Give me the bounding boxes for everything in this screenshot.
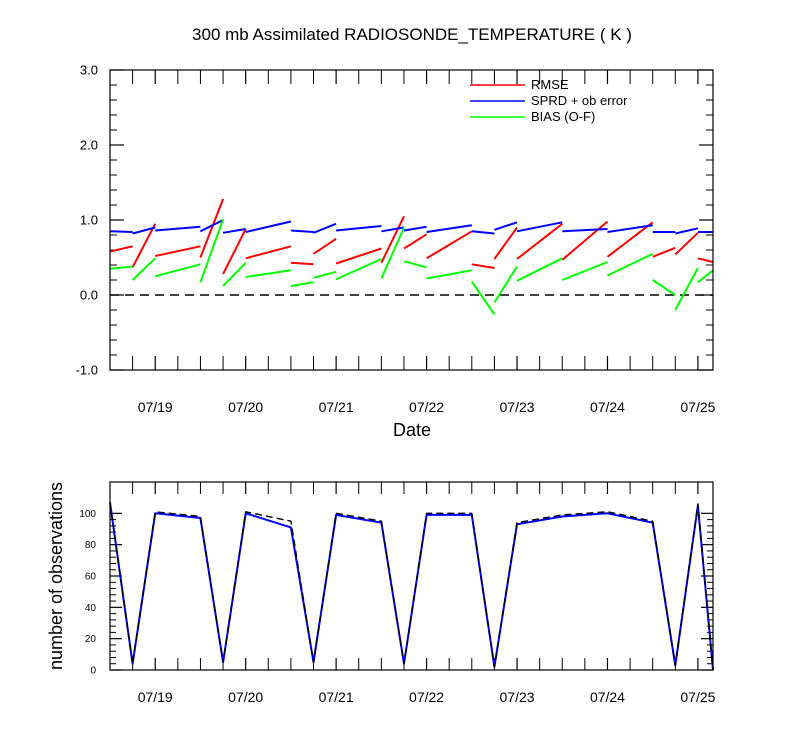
top-chart-y-tick-label: 0.0 [80,288,98,303]
top-chart-x-tick-label: 07/19 [138,399,173,415]
legend-label-sprd: SPRD + ob error [531,93,628,108]
bottom-chart-x-tick-label: 07/22 [409,689,444,705]
legend-label-bias: BIAS (O-F) [531,109,595,124]
bottom-chart-y-tick-label: 20 [85,634,97,645]
bottom-chart-x-tick-label: 07/25 [680,689,715,705]
top-chart-x-tick-label: 07/21 [319,399,354,415]
bottom-chart-y-tick-label: 60 [85,572,97,583]
bottom-chart-ticks: 0 20 40 60 80 100 07/19 07/20 07/21 07/22 07/23 07/… [79,482,716,705]
top-chart-title: 300 mb Assimilated RADIOSONDE_TEMPERATUR… [192,25,632,44]
bottom-chart-y-tick-label: 40 [85,603,97,614]
top-chart-x-axis-label: Date [393,420,431,440]
bottom-chart-y-tick-label: 0 [90,666,96,677]
series-rmse-line [109,198,714,275]
bottom-chart-y-tick-label: 100 [79,509,96,520]
series-sprd-ob-error-line [109,219,713,235]
top-chart-y-tick-label: 1.0 [80,213,98,228]
top-chart-x-tick-label: 07/24 [590,399,625,415]
top-chart-legend: RMSE SPRD + ob error BIAS (O-F) [470,77,628,124]
bottom-chart-frame [109,481,714,671]
top-chart-y-tick-label: 3.0 [80,63,98,78]
legend-label-rmse: RMSE [531,77,569,92]
top-chart-y-tick-label: 2.0 [80,138,98,153]
series-bias-o-f-line [109,218,714,316]
bottom-chart-x-tick-label: 07/23 [500,689,535,705]
top-chart-x-tick-label: 07/20 [228,399,263,415]
bottom-chart-x-tick-label: 07/20 [228,689,263,705]
bottom-chart-x-tick-label: 07/24 [590,689,625,705]
bottom-chart: 0 20 40 60 80 100 07/19 07/20 07/21 07/22 07/23 07/… [46,481,716,705]
bottom-chart-y-tick-label: 80 [85,540,97,551]
top-chart-y-tick-label: -1.0 [76,363,98,378]
top-chart-x-tick-label: 07/22 [409,399,444,415]
bottom-chart-x-tick-label: 07/19 [138,689,173,705]
bottom-chart-x-tick-label: 07/21 [319,689,354,705]
top-chart-x-tick-label: 07/23 [500,399,535,415]
top-chart-frame [109,69,714,371]
bottom-chart-plot-area [109,502,714,671]
top-chart: 300 mb Assimilated RADIOSONDE_TEMPERATUR… [76,25,716,440]
top-chart-ticks: -1.0 0.0 1.0 2.0 3.0 07/19 07/20 07/21 07/22 07/2… [76,63,716,415]
series-total-line [109,502,714,671]
top-chart-plot-area [109,198,714,316]
bottom-chart-y-axis-label: number of observations [46,482,66,670]
top-chart-x-tick-label: 07/25 [680,399,715,415]
